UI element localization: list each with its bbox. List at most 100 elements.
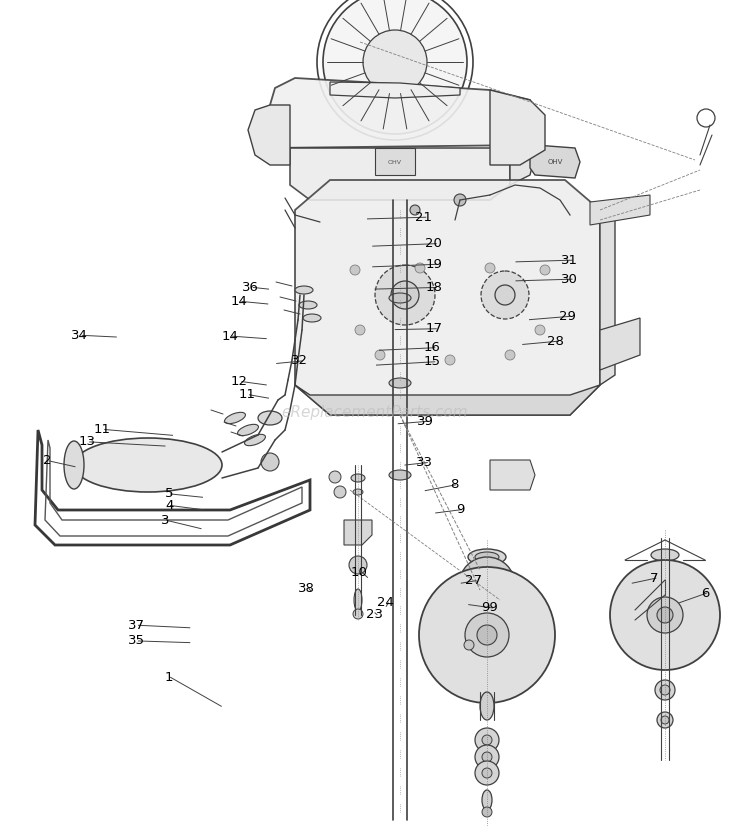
Text: 32: 32 (291, 354, 308, 368)
Circle shape (350, 265, 360, 275)
Text: 9: 9 (456, 503, 464, 516)
Text: 28: 28 (548, 335, 564, 348)
Text: 3: 3 (161, 514, 170, 527)
Ellipse shape (303, 314, 321, 322)
Text: 15: 15 (424, 355, 441, 368)
Text: 10: 10 (351, 566, 368, 579)
Ellipse shape (468, 549, 506, 565)
Polygon shape (295, 385, 600, 415)
Text: 37: 37 (128, 619, 145, 632)
Circle shape (419, 567, 555, 703)
Polygon shape (510, 118, 535, 185)
Text: 14: 14 (231, 295, 248, 308)
Text: 17: 17 (425, 322, 442, 335)
Circle shape (454, 194, 466, 206)
Text: 39: 39 (417, 415, 434, 428)
Circle shape (349, 556, 367, 574)
Circle shape (475, 728, 499, 752)
Text: 21: 21 (415, 211, 432, 224)
Text: 99: 99 (482, 601, 498, 615)
Ellipse shape (244, 434, 266, 446)
Text: 35: 35 (128, 634, 145, 648)
Text: 18: 18 (425, 281, 442, 294)
Circle shape (610, 560, 720, 670)
Ellipse shape (299, 301, 317, 309)
Circle shape (334, 486, 346, 498)
Circle shape (375, 350, 385, 360)
Circle shape (410, 205, 420, 215)
Ellipse shape (224, 412, 245, 424)
Polygon shape (490, 90, 545, 165)
Circle shape (464, 640, 474, 650)
Ellipse shape (295, 286, 313, 294)
Circle shape (647, 597, 683, 633)
Text: 34: 34 (71, 329, 88, 342)
Text: 29: 29 (559, 310, 576, 323)
Text: 19: 19 (425, 258, 442, 271)
Text: 1: 1 (165, 671, 173, 684)
Text: 23: 23 (366, 608, 383, 621)
Circle shape (482, 807, 492, 817)
Circle shape (261, 453, 279, 471)
Polygon shape (490, 460, 535, 490)
Circle shape (329, 471, 341, 483)
Text: 8: 8 (450, 478, 458, 491)
Circle shape (355, 325, 365, 335)
Polygon shape (375, 148, 415, 175)
Circle shape (459, 557, 515, 613)
Text: 11: 11 (94, 423, 111, 436)
Polygon shape (590, 195, 650, 225)
Text: 38: 38 (298, 582, 315, 595)
Circle shape (540, 265, 550, 275)
Text: 2: 2 (44, 454, 52, 468)
Circle shape (495, 285, 515, 305)
Circle shape (445, 355, 455, 365)
Polygon shape (270, 78, 535, 148)
Text: OHV: OHV (388, 159, 402, 164)
Circle shape (482, 768, 492, 778)
Text: eReplacementParts.com: eReplacementParts.com (282, 406, 468, 420)
Text: 7: 7 (650, 572, 658, 585)
Polygon shape (600, 210, 615, 385)
Circle shape (481, 271, 529, 319)
Text: 13: 13 (79, 435, 96, 449)
Circle shape (505, 350, 515, 360)
Circle shape (375, 265, 435, 325)
Ellipse shape (389, 293, 411, 303)
Circle shape (353, 609, 363, 619)
Circle shape (482, 752, 492, 762)
Polygon shape (344, 520, 372, 545)
Circle shape (657, 712, 673, 728)
Text: 11: 11 (238, 388, 256, 401)
Text: 20: 20 (425, 237, 442, 250)
Ellipse shape (74, 438, 222, 492)
Circle shape (661, 716, 669, 724)
Text: 33: 33 (416, 456, 434, 469)
Ellipse shape (354, 589, 362, 611)
Circle shape (475, 761, 499, 785)
Circle shape (391, 281, 419, 309)
Text: 4: 4 (165, 499, 173, 512)
Polygon shape (330, 82, 460, 98)
Circle shape (477, 625, 497, 645)
Ellipse shape (651, 549, 679, 561)
Circle shape (655, 680, 675, 700)
Circle shape (415, 263, 425, 273)
Polygon shape (290, 148, 510, 200)
Ellipse shape (475, 552, 499, 562)
Circle shape (535, 325, 545, 335)
Ellipse shape (64, 441, 84, 489)
Text: 24: 24 (377, 596, 394, 610)
Text: 14: 14 (221, 330, 238, 343)
Ellipse shape (482, 790, 492, 810)
Circle shape (323, 0, 467, 134)
Ellipse shape (389, 378, 411, 388)
Text: 27: 27 (465, 574, 482, 587)
Circle shape (660, 685, 670, 695)
Circle shape (657, 607, 673, 623)
Polygon shape (600, 318, 640, 370)
Text: 16: 16 (424, 341, 440, 354)
Circle shape (475, 573, 499, 597)
Text: 36: 36 (242, 281, 260, 294)
Polygon shape (295, 180, 600, 415)
